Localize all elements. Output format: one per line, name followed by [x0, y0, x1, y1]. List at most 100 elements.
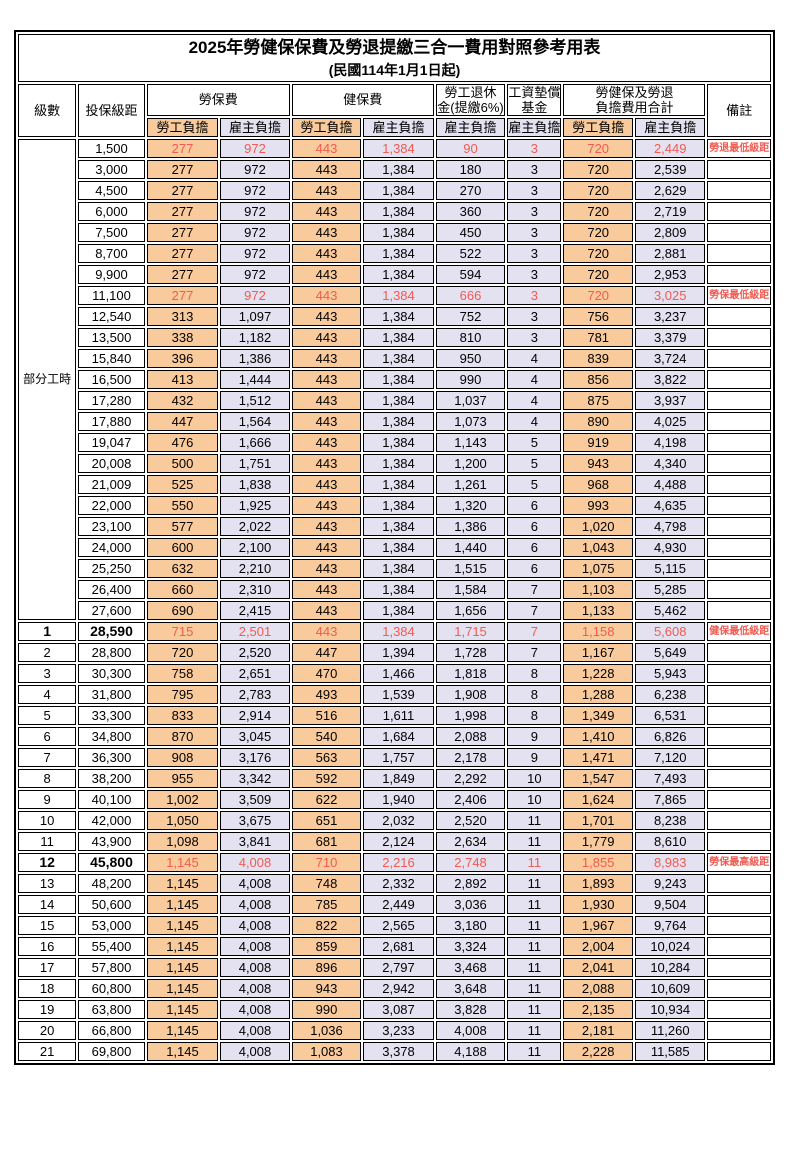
pension-employer-cell: 2,748 — [435, 853, 506, 872]
pension-employer-cell: 2,634 — [435, 832, 506, 851]
level-cell: 19 — [18, 1000, 77, 1019]
total-employee-cell: 720 — [563, 244, 633, 263]
pension-employer-cell: 950 — [435, 349, 506, 368]
health-ins-employee-cell: 443 — [291, 244, 362, 263]
bracket-cell: 55,400 — [78, 937, 145, 956]
pension-employer-cell: 1,143 — [435, 433, 506, 452]
wage-fund-employer-cell: 11 — [507, 937, 562, 956]
health-ins-employee-cell: 990 — [291, 1000, 362, 1019]
bracket-cell: 4,500 — [78, 181, 145, 200]
wage-fund-employer-cell: 7 — [507, 622, 562, 641]
bracket-cell: 43,900 — [78, 832, 145, 851]
remark-cell — [707, 202, 771, 221]
labor-ins-employer-cell: 2,501 — [220, 622, 290, 641]
bracket-cell: 19,047 — [78, 433, 145, 452]
health-ins-employer-cell: 1,384 — [363, 391, 434, 410]
table-row: 部分工時 1,500 277 972 443 1,384 90 3 720 2,449 勞退最低級距 — [18, 139, 771, 620]
health-ins-employee-cell: 443 — [291, 622, 362, 641]
table-row: 8,700 277 972 443 1,384 522 3 720 2,881 — [18, 244, 771, 263]
part-time-merged-cell: 部分工時 — [18, 139, 77, 620]
remark-cell — [707, 790, 771, 809]
labor-ins-employer-cell: 4,008 — [220, 958, 290, 977]
remark-cell: 健保最低級距 — [707, 622, 771, 641]
pension-employer-cell: 180 — [435, 160, 506, 179]
wage-fund-employer-cell: 7 — [507, 643, 562, 662]
health-ins-employer-cell: 1,384 — [363, 475, 434, 494]
health-ins-employer-cell: 1,384 — [363, 580, 434, 599]
level-cell: 18 — [18, 979, 77, 998]
total-employer-cell: 2,809 — [634, 223, 706, 242]
remark-cell — [707, 769, 771, 788]
remark-cell — [707, 1000, 771, 1019]
labor-ins-employee-cell: 577 — [146, 517, 219, 536]
table-row: 9 40,100 1,002 3,509 622 1,940 2,406 10 1,624 7,8… — [18, 790, 771, 809]
labor-ins-employee-cell: 1,002 — [146, 790, 219, 809]
page-subtitle: (民國114年1月1日起) — [328, 62, 461, 78]
bracket-cell: 45,800 — [78, 853, 145, 872]
labor-ins-employee-cell: 277 — [146, 286, 219, 305]
pension-employer-cell: 666 — [435, 286, 506, 305]
wage-fund-employer-cell: 3 — [507, 307, 562, 326]
header-total-line2: 負擔費用合計 — [595, 100, 674, 115]
pension-employer-cell: 3,828 — [435, 1000, 506, 1019]
bracket-cell: 1,500 — [78, 139, 145, 158]
pension-employer-cell: 594 — [435, 265, 506, 284]
health-ins-employer-cell: 1,849 — [363, 769, 434, 788]
table-title-block: 2025年勞健保保費及勞退提繳三合一費用對照參考用表 (民國114年1月1日起) — [18, 34, 771, 82]
labor-ins-employer-cell: 972 — [220, 244, 290, 263]
pension-employer-cell: 1,440 — [435, 538, 506, 557]
total-employer-cell: 9,504 — [634, 895, 706, 914]
labor-ins-employee-cell: 955 — [146, 769, 219, 788]
table-row: 21,009 525 1,838 443 1,384 1,261 5 968 4,488 — [18, 475, 771, 494]
page-title: 2025年勞健保保費及勞退提繳三合一費用對照參考用表 — [188, 38, 601, 57]
table-row: 15 53,000 1,145 4,008 822 2,565 3,180 11 1,967 9,… — [18, 916, 771, 935]
bracket-cell: 9,900 — [78, 265, 145, 284]
labor-ins-employee-cell: 1,145 — [146, 1042, 219, 1061]
pension-employer-cell: 1,037 — [435, 391, 506, 410]
labor-ins-employer-cell: 1,666 — [220, 433, 290, 452]
health-ins-employee-cell: 443 — [291, 433, 362, 452]
total-employee-cell: 1,893 — [563, 874, 633, 893]
labor-ins-employer-cell: 4,008 — [220, 916, 290, 935]
total-employee-cell: 839 — [563, 349, 633, 368]
pension-employer-cell: 1,908 — [435, 685, 506, 704]
health-ins-employer-cell: 1,757 — [363, 748, 434, 767]
total-employer-cell: 6,238 — [634, 685, 706, 704]
table-row: 14 50,600 1,145 4,008 785 2,449 3,036 11 1,930 9,… — [18, 895, 771, 914]
bracket-cell: 60,800 — [78, 979, 145, 998]
table-row: 4,500 277 972 443 1,384 270 3 720 2,629 — [18, 181, 771, 200]
labor-ins-employer-cell: 4,008 — [220, 979, 290, 998]
health-ins-employee-cell: 443 — [291, 202, 362, 221]
total-employee-cell: 2,041 — [563, 958, 633, 977]
table-row: 6 34,800 870 3,045 540 1,684 2,088 9 1,410 6,826 — [18, 727, 771, 746]
wage-fund-employer-cell: 3 — [507, 139, 562, 158]
wage-fund-employer-cell: 8 — [507, 664, 562, 683]
total-employee-cell: 993 — [563, 496, 633, 515]
pension-employer-cell: 270 — [435, 181, 506, 200]
labor-ins-employer-cell: 4,008 — [220, 937, 290, 956]
total-employer-cell: 9,764 — [634, 916, 706, 935]
wage-fund-employer-cell: 3 — [507, 286, 562, 305]
table-row: 26,400 660 2,310 443 1,384 1,584 7 1,103 5,285 — [18, 580, 771, 599]
health-ins-employer-cell: 1,384 — [363, 538, 434, 557]
health-ins-employer-cell: 2,942 — [363, 979, 434, 998]
bracket-cell: 17,880 — [78, 412, 145, 431]
labor-ins-employee-cell: 715 — [146, 622, 219, 641]
labor-ins-employer-cell: 3,509 — [220, 790, 290, 809]
total-employer-cell: 6,826 — [634, 727, 706, 746]
labor-ins-employer-cell: 4,008 — [220, 874, 290, 893]
table-row: 17,880 447 1,564 443 1,384 1,073 4 890 4,025 — [18, 412, 771, 431]
health-ins-employer-cell: 1,384 — [363, 433, 434, 452]
labor-ins-employee-cell: 277 — [146, 244, 219, 263]
bracket-cell: 21,009 — [78, 475, 145, 494]
remark-cell — [707, 517, 771, 536]
level-cell: 7 — [18, 748, 77, 767]
pension-employer-cell: 1,200 — [435, 454, 506, 473]
health-ins-employer-cell: 1,384 — [363, 517, 434, 536]
wage-fund-employer-cell: 6 — [507, 517, 562, 536]
health-ins-employee-cell: 710 — [291, 853, 362, 872]
wage-fund-employer-cell: 5 — [507, 475, 562, 494]
wage-fund-employer-cell: 3 — [507, 160, 562, 179]
pension-employer-cell: 1,386 — [435, 517, 506, 536]
labor-ins-employer-cell: 972 — [220, 181, 290, 200]
